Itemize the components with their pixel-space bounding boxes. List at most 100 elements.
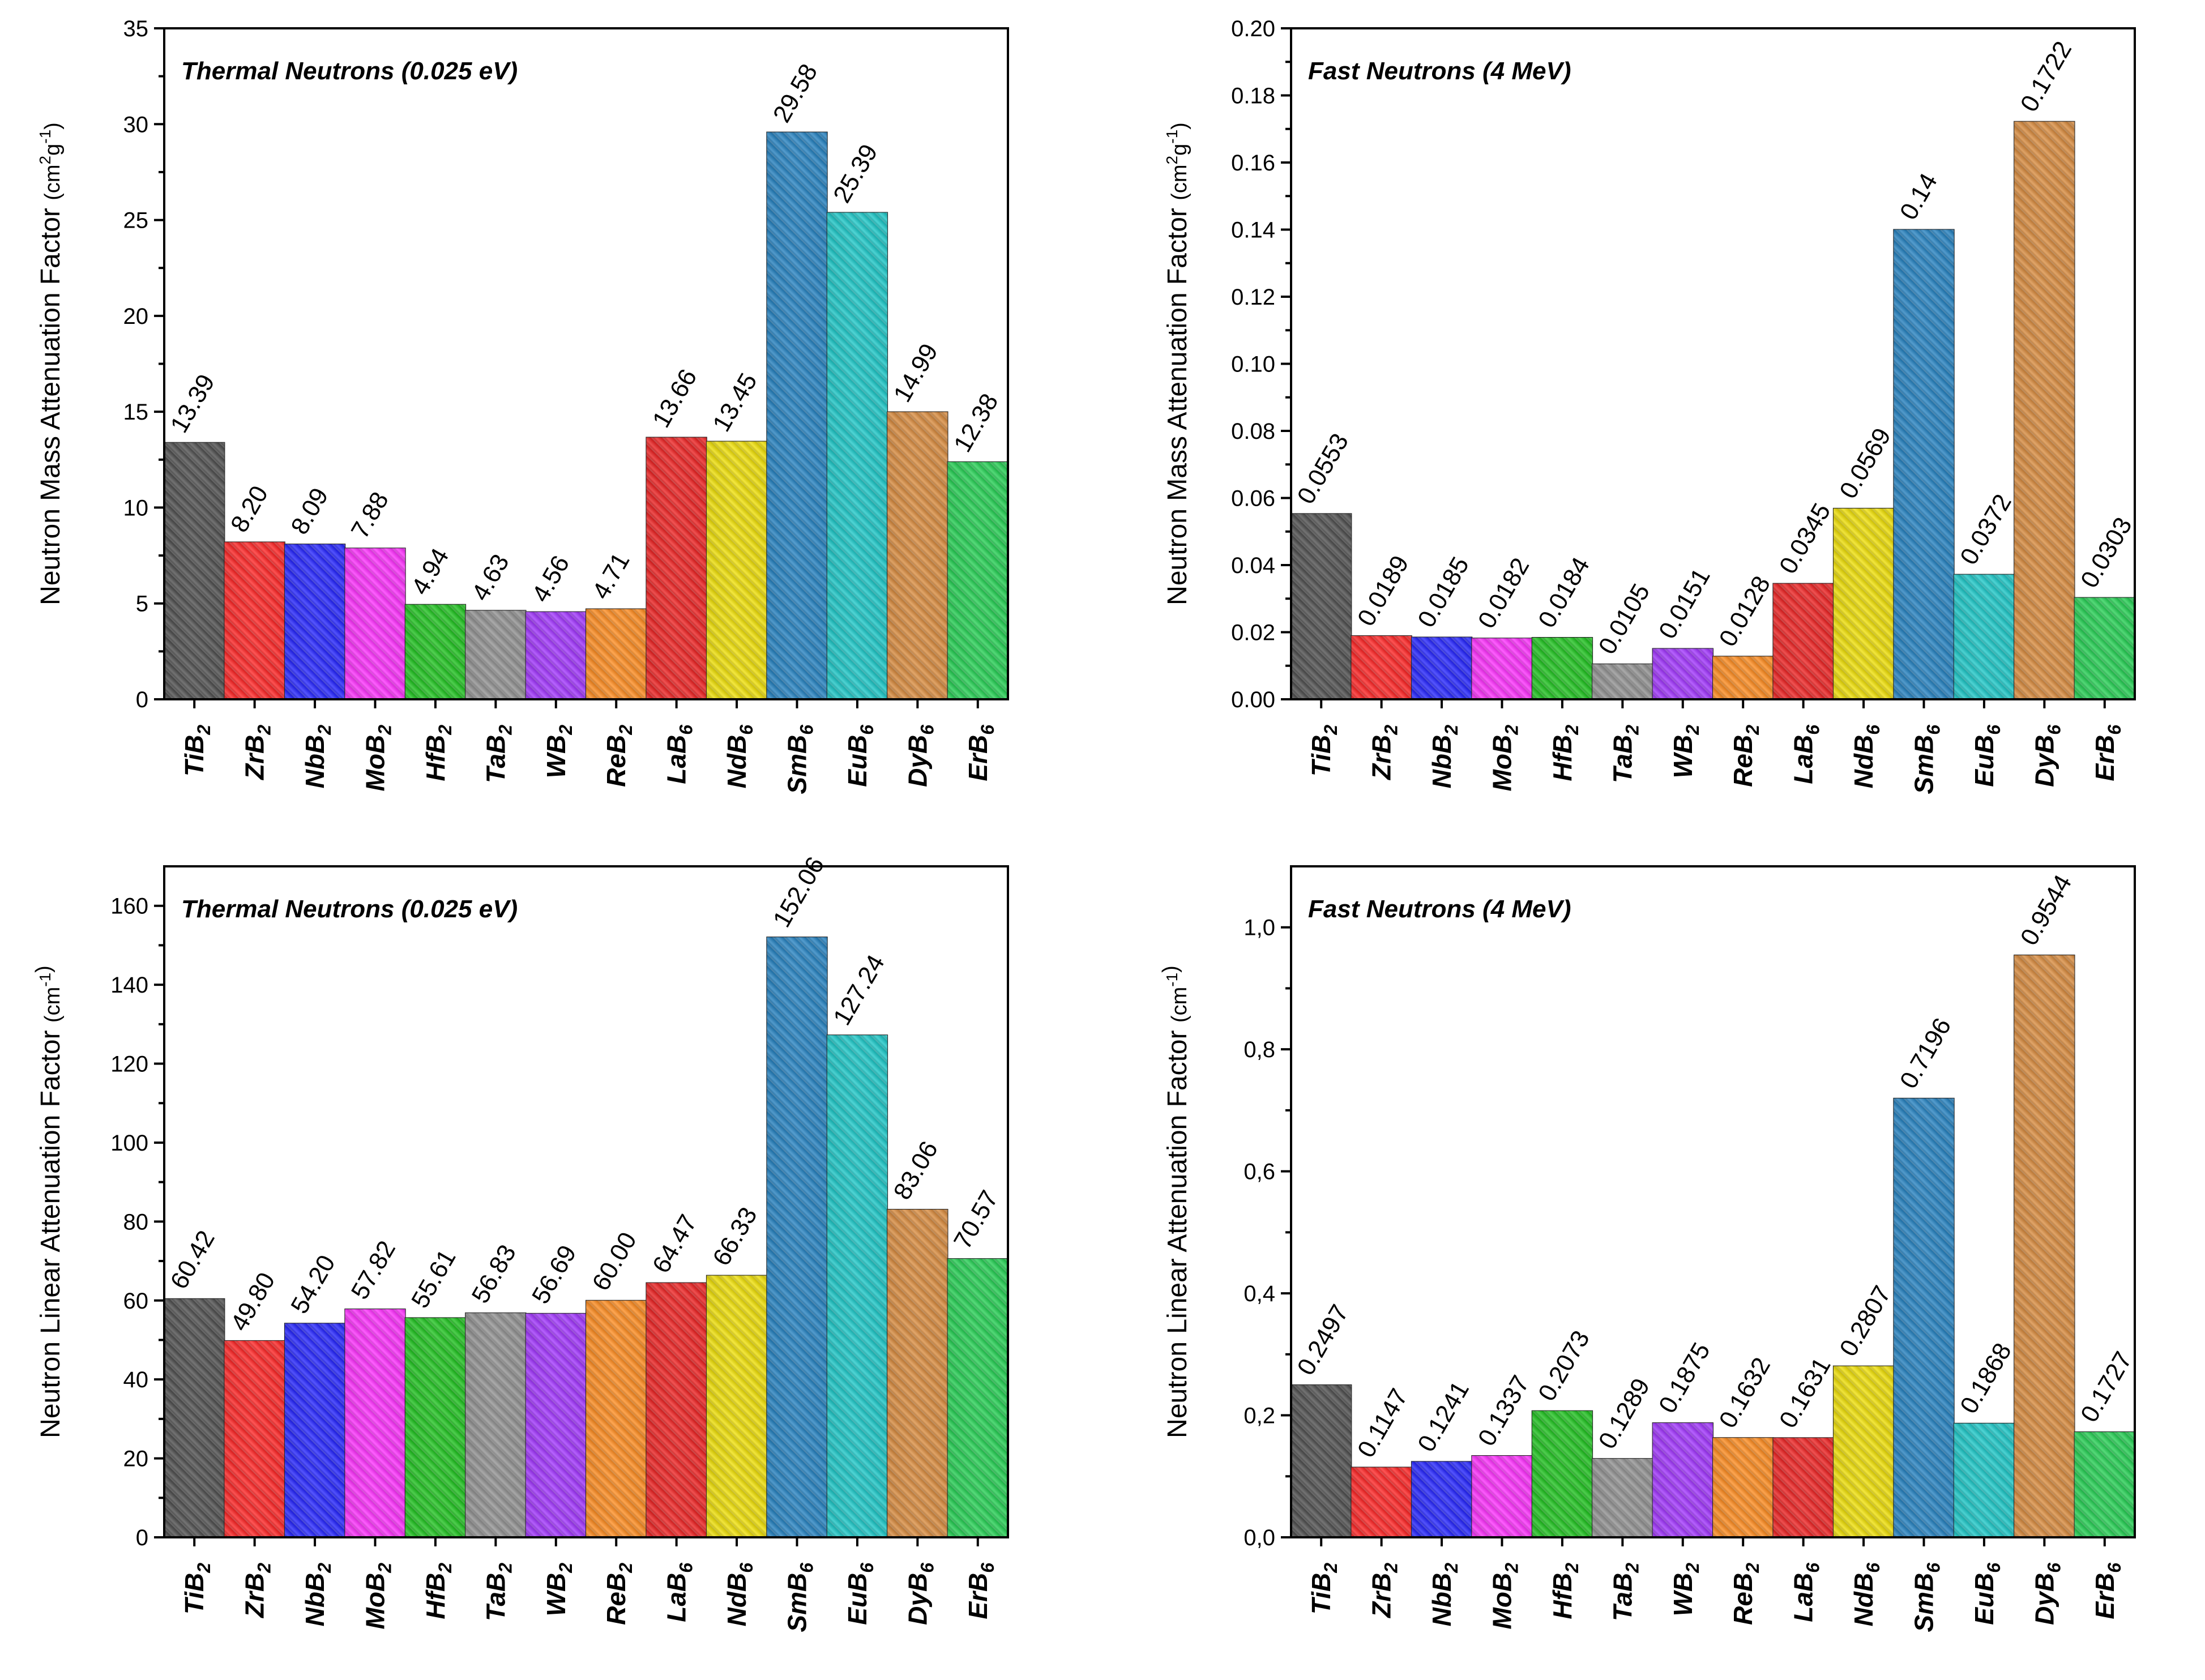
x-tick-label: NbB2 [300,725,335,789]
x-tick-label: HfB2 [1548,725,1582,781]
bar-hatch [2074,1432,2135,1537]
x-tick-label: SmB6 [783,1563,817,1632]
data-label: 0.0128 [1713,571,1776,651]
bar-hatch [284,1323,345,1537]
chart-panel-c: 0 20 40 60 80 100 120 140 160 TiB2 60.42 ZrB2 49.80 N… [0,838,1076,1676]
bar-hatch [1773,583,1834,699]
chart-svg: 0 5 10 15 20 25 30 35 TiB2 13.39 ZrB2 8.20 NbB2 8.09 M… [36,16,1009,794]
chart-svg: 0 20 40 60 80 100 120 140 160 TiB2 60.42 ZrB2 49.80 N… [32,852,1009,1632]
y-tick-label: 35 [123,16,149,41]
x-tick-label: ReB2 [601,1563,636,1625]
x-tick-label: ZrB2 [240,1563,275,1619]
x-tick-label: TaB2 [1608,725,1642,783]
data-label: 152.06 [768,852,830,932]
data-label: 4.56 [527,551,575,607]
data-label: 0.0372 [1955,490,2017,570]
y-tick-label: 0,2 [1243,1404,1275,1429]
bar-hatch [2014,121,2075,699]
x-tick-label: ErB6 [2090,1563,2125,1619]
x-tick-label: TiB2 [1306,1563,1341,1614]
bar-hatch [1351,636,1412,699]
data-label: 8.09 [285,483,334,539]
data-label: 56.83 [467,1240,522,1308]
y-tick-label: 100 [110,1131,148,1156]
x-tick-label: ReB2 [1728,1563,1763,1625]
x-tick-label: ErB6 [963,1563,998,1619]
y-tick-label: 10 [123,495,149,520]
bar-hatch [1954,574,2015,699]
data-label: 83.06 [888,1136,943,1204]
x-tick-label: LaB6 [662,1563,696,1622]
y-tick-label: 15 [123,400,149,425]
data-label: 0.0105 [1593,579,1656,659]
data-label: 29.58 [768,59,823,127]
y-tick-label: 0.14 [1231,218,1275,243]
y-tick-label: 0.08 [1231,419,1275,444]
bar-hatch [1833,508,1894,699]
bar-hatch [827,212,888,699]
x-tick-label: NbB2 [1427,725,1462,789]
x-tick-label: DyB6 [903,725,937,787]
x-tick-label: LaB6 [1789,1563,1823,1622]
x-tick-label: ZrB2 [1367,725,1401,781]
chart-title: Fast Neutrons (4 MeV) [1308,57,1571,85]
data-label: 0.9544 [2015,870,2078,950]
x-tick-label: ReB2 [1728,725,1763,787]
bar-hatch [1894,1098,1954,1537]
y-tick-label: 5 [136,592,148,617]
data-label: 0.0553 [1292,429,1354,508]
chart-svg: 0,0 0,2 0,4 0,6 0,8 1,0 TiB2 0.2497 ZrB2 0.1147 Nb… [1159,865,2138,1632]
x-tick-label: DyB6 [2029,725,2064,787]
x-tick-label: NdB6 [722,1563,757,1627]
bar-hatch [706,441,767,699]
data-label: 54.20 [285,1250,340,1318]
data-label: 4.63 [467,550,515,606]
bar-hatch [1833,1366,1894,1537]
bar-hatch [1351,1467,1412,1537]
data-label: 4.71 [587,548,635,604]
bar-hatch [1592,664,1653,699]
x-tick-label: WB2 [541,725,576,779]
bar-hatch [646,437,707,699]
y-tick-label: 0.18 [1231,84,1275,109]
x-tick-label: MoB2 [1488,1563,1522,1630]
y-tick-label: 0.20 [1231,16,1275,41]
data-label: 0.1147 [1352,1384,1413,1462]
y-tick-label: 0,4 [1243,1281,1275,1306]
chart-panel-b: 0.00 0.02 0.04 0.06 0.08 0.10 0.12 0.14 0.16 0.18… [1127,0,2203,838]
bar-hatch [767,937,827,1537]
chart-panel-d: 0,0 0,2 0,4 0,6 0,8 1,0 TiB2 0.2497 ZrB2 0.1147 Nb… [1127,838,2203,1676]
data-label: 127.24 [828,950,890,1030]
y-axis-label: Neutron Linear Attenuation Factor (cm-1) [1159,965,1193,1438]
x-tick-label: ErB6 [963,725,998,781]
bar-hatch [586,1300,647,1537]
data-label: 0.0303 [2075,512,2138,592]
y-tick-label: 0,8 [1243,1037,1275,1062]
bar-hatch [164,1298,225,1537]
data-label: 0.1632 [1713,1353,1776,1433]
data-label: 12.38 [948,389,1003,457]
bar-hatch [284,544,345,699]
bar-hatch [1291,1385,1352,1537]
bar-hatch [525,1313,586,1537]
x-tick-label: EuB6 [843,1563,877,1625]
data-label: 0.1868 [1955,1339,2017,1418]
plot-frame [163,865,1009,1538]
data-label: 66.33 [707,1203,762,1271]
bar-hatch [706,1275,767,1537]
data-label: 7.88 [346,488,394,544]
data-label: 57.82 [346,1236,401,1304]
bar-hatch [1652,648,1713,699]
data-label: 0.2807 [1834,1281,1896,1361]
x-tick-label: SmB6 [783,725,817,794]
data-label: 0.0151 [1653,563,1716,643]
data-label: 0.1722 [2015,37,2078,117]
y-tick-label: 30 [123,112,149,137]
y-tick-label: 160 [110,894,148,919]
x-tick-label: SmB6 [1909,725,1944,794]
data-label: 13.45 [707,369,762,437]
y-tick-label: 140 [110,973,148,998]
x-tick-label: MoB2 [361,725,395,792]
bar-hatch [1472,638,1532,699]
bar-hatch [465,1313,526,1537]
